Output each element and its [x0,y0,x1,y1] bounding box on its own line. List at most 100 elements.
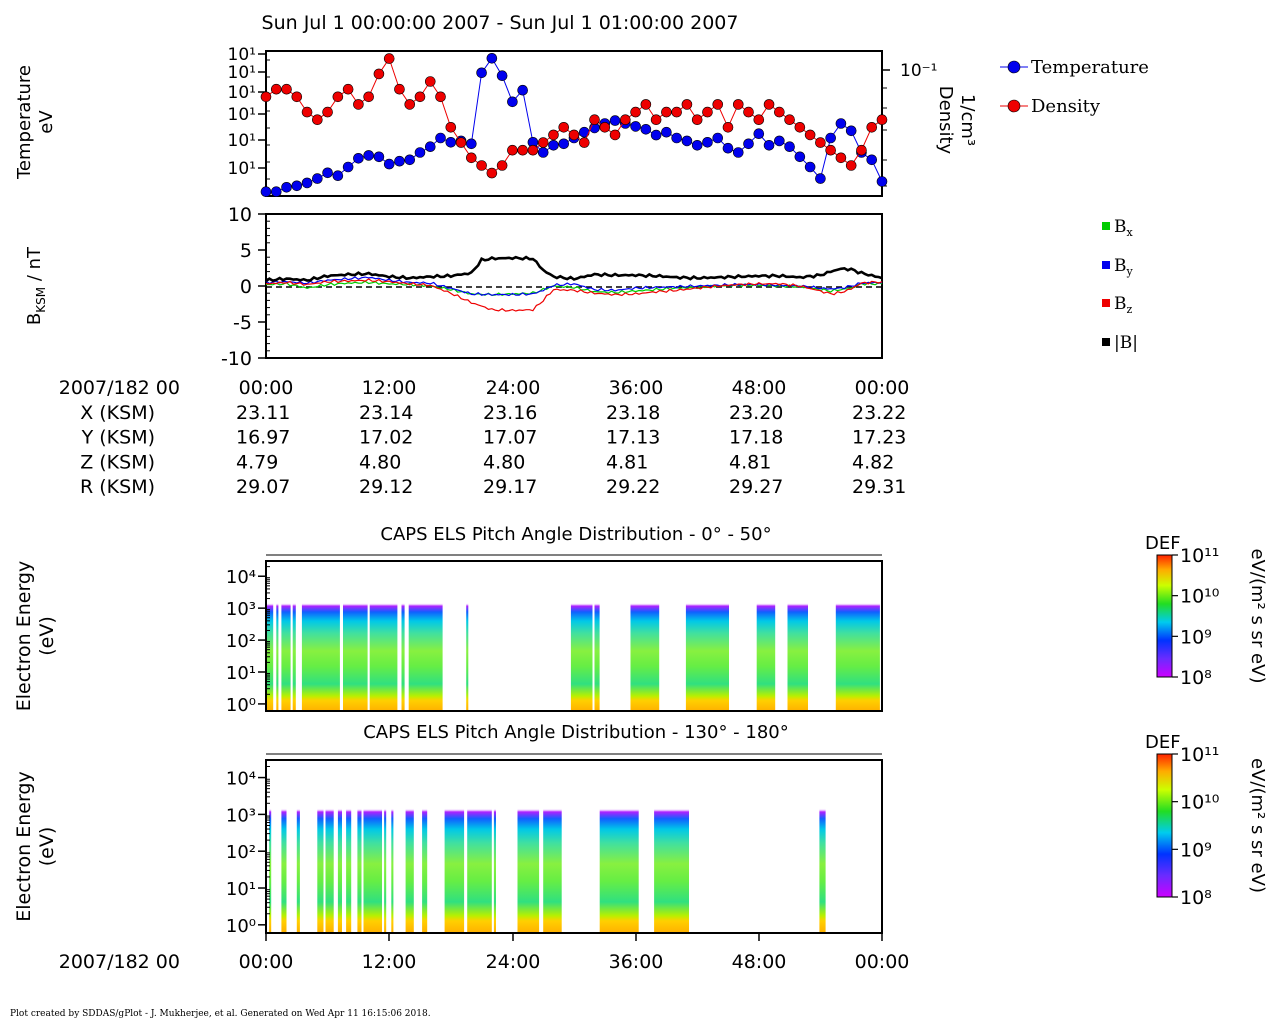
ephemeris-value: 17.23 [852,427,906,449]
data-point-temperature [774,135,785,147]
spectrogram-cell [444,760,465,933]
data-point-temperature [558,138,570,150]
colorbar-tick-label: 10⁹ [1180,626,1212,648]
ephemeris-value: 23.18 [606,402,660,424]
mag-tick-label: 5 [240,240,252,262]
data-point-density [424,76,436,87]
spectrogram-cell [384,760,387,933]
ephemeris-value: 23.14 [359,402,413,424]
spectrogram-cell [408,561,443,711]
legend-swatch-bx [1102,222,1110,230]
data-point-density [753,114,765,125]
ephemeris-value: 29.22 [606,476,660,498]
data-point-density [578,137,590,148]
data-point-density [373,68,385,80]
data-point-temperature [845,125,857,137]
energy-tick-label: 10⁴ [226,567,256,588]
data-point-temperature [753,128,765,139]
data-point-temperature [281,182,292,193]
colorbar-label: DEF [1145,732,1181,753]
data-point-temperature [363,150,374,161]
legend-label-bz: Bz [1114,294,1133,316]
spectrogram-cell [281,760,287,933]
spectrogram-frame [265,560,883,712]
spectrogram-cell [685,561,729,711]
legend-marker-temperature [1007,60,1021,74]
plot-title: Sun Jul 1 00:00:00 2007 - Sun Jul 1 01:0… [262,12,739,34]
energy-units-label: (eV) [36,827,58,867]
data-point-density [804,129,816,141]
density-axis-label: Density [935,86,956,155]
data-point-temperature [486,52,498,64]
data-point-temperature [691,140,703,151]
data-point-temperature [404,154,416,166]
spectrogram-cell [346,760,352,933]
data-point-density [712,99,724,110]
data-point-temperature [537,147,549,158]
spectrogram-cell [296,760,300,933]
data-point-temperature [702,137,713,148]
ephemeris-value: 17.02 [359,427,413,449]
data-point-density [650,114,662,125]
data-point-density [620,114,631,125]
data-point-density [445,122,457,133]
spectrogram-cell [599,760,639,933]
spectrogram-cell [835,561,880,711]
data-point-density [558,122,570,133]
spectrogram-cell [266,561,274,711]
data-point-density [876,114,888,125]
data-point-temperature [661,126,672,138]
ephemeris-value: 23.11 [236,402,290,424]
spectrogram-cell [281,561,291,711]
data-point-temperature [394,155,405,167]
data-point-temperature [312,173,323,184]
series-line-temperature [266,57,883,193]
time-tick-label: 48:00 [732,377,787,399]
spectrogram-cell [343,561,368,711]
temperature-tick-label: 10¹ [228,45,256,65]
ephemeris-value: 23.22 [852,402,906,424]
bottom-time-tick-label: 36:00 [609,951,664,973]
spectrogram-cell [391,760,394,933]
temperature-units-label: eV [36,110,57,134]
data-point-temperature [876,176,888,187]
data-point-density [845,160,857,171]
energy-tick-label: 10¹ [226,879,256,900]
bottom-time-axis-label: 2007/182 00 [59,951,180,973]
data-point-density [722,122,734,133]
spectrogram-cell [325,760,334,933]
data-point-density [548,129,559,141]
ephemeris-value: 4.82 [852,451,894,473]
colorbar-units: eV/(m² s sr eV) [1247,758,1268,893]
ephemeris-value: 4.80 [483,451,525,473]
spectrogram-cell [369,561,398,711]
spectrogram-cell [405,760,414,933]
time-tick-label: 24:00 [486,377,541,399]
energy-units-label: (eV) [36,616,58,656]
data-point-temperature [414,147,426,158]
mag-tick-label: -10 [221,348,252,370]
data-point-temperature [712,132,724,144]
data-point-density [496,160,508,171]
density-units-label: 1/cm³ [957,94,978,146]
data-point-density [537,137,549,148]
data-point-temperature [445,137,457,148]
data-point-temperature [548,140,559,151]
els-spectrogram-panel: CAPS ELS Pitch Angle Distribution - 130°… [13,722,1268,937]
data-point-temperature [322,167,333,179]
data-point-density [383,53,395,64]
data-point-temperature [466,138,477,150]
data-point-temperature [373,151,385,163]
spectrogram-cell [276,561,279,711]
spectrogram-cell [292,561,296,711]
temperature-tick-label: 10¹ [228,159,256,179]
energy-tick-label: 10² [226,842,256,863]
data-point-temperature [496,70,508,81]
energy-axis-label: Electron Energy [13,771,35,922]
ephemeris-value: 29.12 [359,476,413,498]
data-point-density [435,91,446,103]
data-point-density [835,152,847,164]
data-point-density [476,160,487,171]
